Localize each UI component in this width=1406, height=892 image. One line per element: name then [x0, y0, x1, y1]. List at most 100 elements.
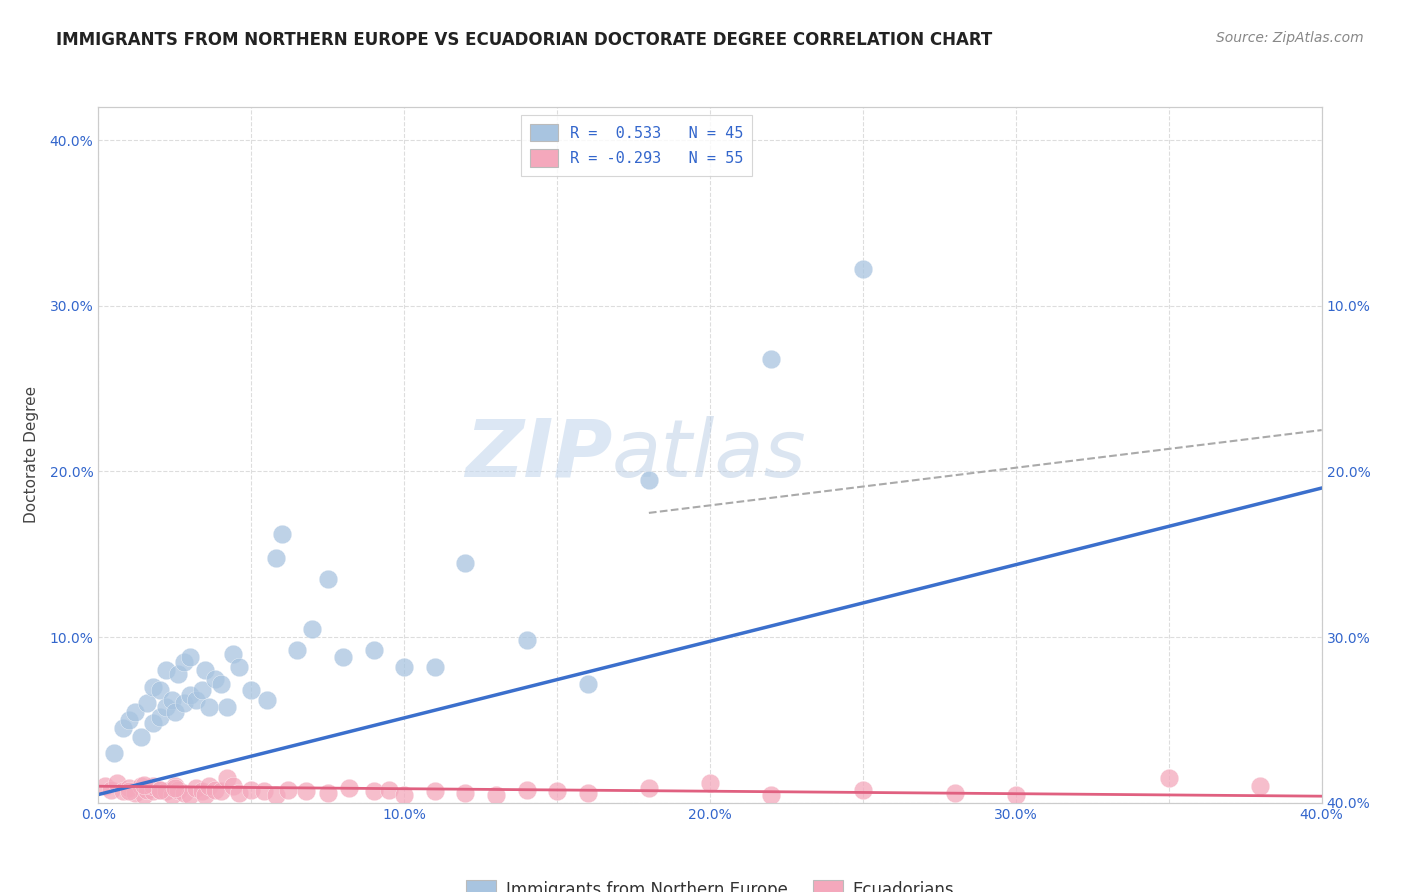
Point — [454, 556, 477, 570]
Point — [197, 779, 219, 793]
Point — [134, 788, 156, 802]
Point — [149, 683, 172, 698]
Point — [852, 262, 875, 277]
Point — [516, 633, 538, 648]
Point — [105, 776, 128, 790]
Point — [191, 784, 214, 798]
Point — [209, 784, 232, 798]
Legend: Immigrants from Northern Europe, Ecuadorians: Immigrants from Northern Europe, Ecuador… — [460, 874, 960, 892]
Point — [277, 782, 299, 797]
Point — [194, 663, 217, 677]
Point — [197, 699, 219, 714]
Point — [264, 550, 287, 565]
Point — [295, 784, 318, 798]
Point — [179, 650, 201, 665]
Point — [160, 788, 183, 802]
Point — [363, 643, 385, 657]
Point — [204, 782, 226, 797]
Point — [228, 786, 250, 800]
Point — [240, 683, 263, 698]
Point — [423, 784, 446, 798]
Point — [179, 788, 201, 802]
Point — [186, 780, 208, 795]
Point — [363, 784, 385, 798]
Point — [134, 778, 156, 792]
Point — [240, 782, 263, 797]
Point — [124, 705, 146, 719]
Point — [222, 779, 245, 793]
Point — [222, 647, 245, 661]
Text: ZIP: ZIP — [465, 416, 612, 494]
Point — [228, 660, 250, 674]
Point — [423, 660, 446, 674]
Point — [173, 786, 195, 800]
Point — [129, 779, 152, 793]
Point — [142, 779, 165, 793]
Y-axis label: Doctorate Degree: Doctorate Degree — [24, 386, 38, 524]
Point — [332, 650, 354, 665]
Point — [516, 782, 538, 797]
Point — [215, 699, 238, 714]
Point — [167, 666, 190, 681]
Point — [485, 788, 508, 802]
Point — [576, 676, 599, 690]
Point — [179, 688, 201, 702]
Point — [1157, 771, 1180, 785]
Point — [118, 780, 141, 795]
Point — [637, 473, 661, 487]
Point — [285, 643, 308, 657]
Point — [103, 746, 125, 760]
Point — [149, 782, 172, 797]
Point — [270, 527, 292, 541]
Point — [173, 697, 195, 711]
Text: Source: ZipAtlas.com: Source: ZipAtlas.com — [1216, 31, 1364, 45]
Point — [301, 622, 323, 636]
Point — [142, 784, 165, 798]
Point — [124, 786, 146, 800]
Point — [142, 716, 165, 731]
Point — [378, 782, 401, 797]
Text: atlas: atlas — [612, 416, 807, 494]
Point — [546, 784, 568, 798]
Text: IMMIGRANTS FROM NORTHERN EUROPE VS ECUADORIAN DOCTORATE DEGREE CORRELATION CHART: IMMIGRANTS FROM NORTHERN EUROPE VS ECUAD… — [56, 31, 993, 49]
Point — [759, 351, 782, 366]
Point — [111, 784, 134, 798]
Point — [93, 779, 115, 793]
Point — [155, 663, 177, 677]
Point — [209, 676, 232, 690]
Point — [637, 780, 661, 795]
Point — [149, 782, 172, 797]
Point — [204, 672, 226, 686]
Point — [392, 660, 416, 674]
Point — [215, 771, 238, 785]
Point — [852, 782, 875, 797]
Point — [252, 784, 274, 798]
Point — [316, 786, 339, 800]
Point — [142, 680, 165, 694]
Point — [316, 572, 339, 586]
Point — [155, 699, 177, 714]
Point — [699, 776, 721, 790]
Point — [337, 780, 360, 795]
Point — [576, 786, 599, 800]
Point — [392, 788, 416, 802]
Point — [1004, 788, 1026, 802]
Point — [155, 784, 177, 798]
Point — [136, 697, 159, 711]
Point — [149, 709, 172, 723]
Point — [173, 655, 195, 669]
Point — [167, 782, 190, 797]
Point — [118, 784, 141, 798]
Point — [264, 788, 287, 802]
Point — [111, 721, 134, 735]
Point — [1249, 779, 1271, 793]
Point — [186, 693, 208, 707]
Point — [129, 730, 152, 744]
Point — [256, 693, 278, 707]
Point — [100, 782, 122, 797]
Point — [118, 713, 141, 727]
Point — [136, 782, 159, 797]
Point — [191, 683, 214, 698]
Point — [160, 693, 183, 707]
Point — [163, 779, 186, 793]
